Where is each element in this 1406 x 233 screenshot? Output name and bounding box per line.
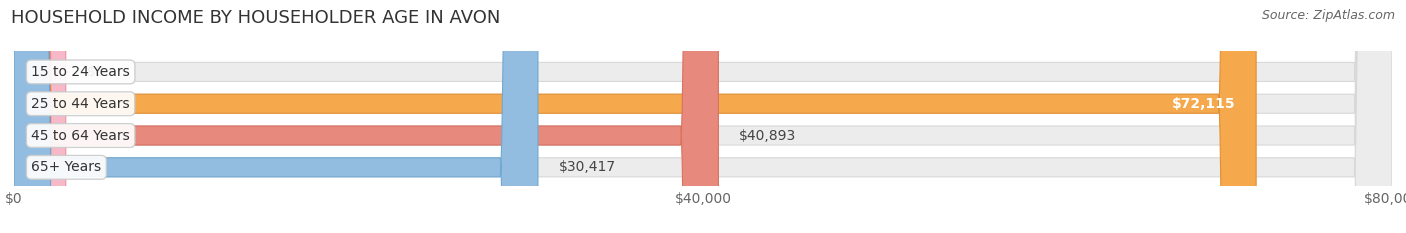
FancyBboxPatch shape (14, 0, 1392, 233)
Text: 25 to 44 Years: 25 to 44 Years (31, 97, 129, 111)
Text: Source: ZipAtlas.com: Source: ZipAtlas.com (1261, 9, 1395, 22)
FancyBboxPatch shape (14, 0, 718, 233)
FancyBboxPatch shape (14, 0, 66, 233)
FancyBboxPatch shape (14, 0, 1256, 233)
Text: HOUSEHOLD INCOME BY HOUSEHOLDER AGE IN AVON: HOUSEHOLD INCOME BY HOUSEHOLDER AGE IN A… (11, 9, 501, 27)
Text: 15 to 24 Years: 15 to 24 Years (31, 65, 129, 79)
FancyBboxPatch shape (14, 0, 1392, 233)
Text: $40,893: $40,893 (740, 129, 796, 143)
FancyBboxPatch shape (14, 0, 1392, 233)
Text: 65+ Years: 65+ Years (31, 160, 101, 174)
Text: $0: $0 (86, 65, 104, 79)
Text: $72,115: $72,115 (1171, 97, 1236, 111)
FancyBboxPatch shape (14, 0, 538, 233)
FancyBboxPatch shape (14, 0, 1392, 233)
Text: 45 to 64 Years: 45 to 64 Years (31, 129, 129, 143)
Text: $30,417: $30,417 (558, 160, 616, 174)
